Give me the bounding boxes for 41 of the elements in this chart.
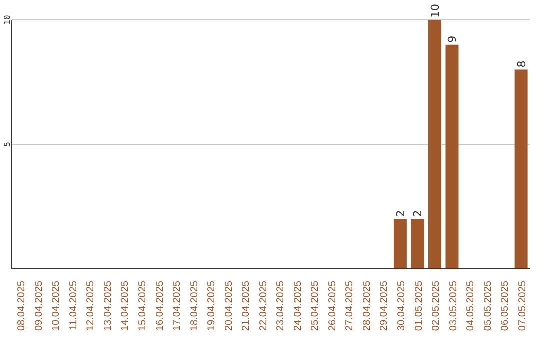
- x-tick-label: 14.04.2025: [120, 280, 132, 332]
- x-tick-label: 19.04.2025: [206, 280, 218, 332]
- data-label: 2: [412, 210, 425, 218]
- data-label: 10: [428, 4, 442, 18]
- x-tick-label: 10.04.2025: [51, 280, 62, 332]
- x-tick-label: 30.04.2025: [396, 280, 408, 332]
- bar: [394, 219, 407, 269]
- x-tick-label: 29.04.2025: [379, 280, 390, 332]
- y-tick-label: 5: [3, 142, 12, 147]
- data-label: 2: [394, 210, 408, 218]
- x-tick-label: 28.04.2025: [362, 280, 373, 332]
- x-tick-label: 23.04.2025: [276, 280, 287, 332]
- x-tick-label: 16.04.2025: [154, 280, 166, 332]
- x-tick-label: 07.05.2025: [517, 280, 528, 332]
- x-tick-label: 22.04.2025: [258, 280, 270, 332]
- x-tick-label: 08.04.2025: [16, 280, 28, 332]
- x-tick-label: 24.04.2025: [292, 280, 304, 332]
- x-tick-label: 26.04.2025: [327, 280, 338, 332]
- data-label: 8: [515, 60, 528, 68]
- x-tick-label: 21.04.2025: [241, 280, 252, 332]
- x-tick-label: 18.04.2025: [189, 280, 200, 332]
- bar: [428, 20, 442, 269]
- x-tick-label: 04.05.2025: [466, 280, 477, 332]
- bar: [514, 70, 528, 269]
- x-tick-label: 11.04.2025: [68, 280, 80, 330]
- x-tick-label: 06.05.2025: [500, 280, 512, 332]
- x-tick-label: 20.04.2025: [224, 280, 235, 332]
- x-tick-label: 09.04.2025: [34, 280, 45, 332]
- x-tick-label: 12.04.2025: [86, 280, 97, 332]
- x-tick-label: 13.04.2025: [102, 280, 114, 332]
- x-tick-label: 02.05.2025: [431, 280, 442, 332]
- data-label: 9: [446, 36, 460, 43]
- x-tick-label: 27.04.2025: [344, 280, 356, 332]
- x-tick-label: 01.05.2025: [414, 280, 425, 332]
- x-tick-label: 05.05.2025: [482, 280, 494, 332]
- x-tick-label: 17.04.2025: [172, 280, 184, 332]
- x-tick-label: 03.05.2025: [448, 280, 460, 332]
- x-tick-label: 15.04.2025: [138, 280, 148, 332]
- bar: [446, 44, 459, 269]
- x-tick-label: 25.04.2025: [310, 280, 322, 332]
- bar: [411, 219, 424, 269]
